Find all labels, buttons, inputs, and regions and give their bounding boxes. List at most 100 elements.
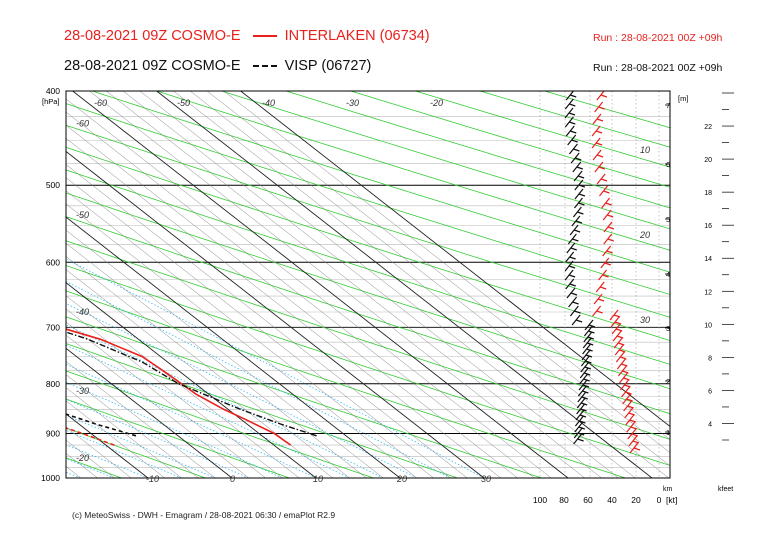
- isotherm: [223, 91, 670, 440]
- row1-header: 28-08-2021 09Z COSMO-E INTERLAKEN (06734…: [64, 28, 430, 44]
- pressure-unit-label: [hPa]: [42, 97, 60, 106]
- isotherm: [66, 164, 468, 478]
- interlaken-wind-barb: [598, 269, 609, 281]
- top-temp-label: -50: [177, 98, 190, 108]
- isotherm: [66, 190, 434, 478]
- pressure-tick-label: 800: [46, 379, 60, 389]
- row2-header: 28-08-2021 09Z COSMO-E VISP (06727): [64, 58, 371, 74]
- interlaken-wind-barb: [622, 393, 633, 405]
- isotherm: [66, 413, 149, 478]
- top-temp-label: -40: [262, 98, 275, 108]
- interlaken-wind-barb: [615, 351, 627, 363]
- isotherm: [66, 439, 115, 478]
- interlaken-temperature-line: [66, 328, 292, 446]
- isotherm: [66, 216, 401, 478]
- dry-adiabat: [479, 91, 670, 148]
- row2-title: 28-08-2021 09Z COSMO-E: [64, 58, 241, 74]
- top-temp-label: -20: [430, 98, 443, 108]
- visp-wind-barb: [565, 251, 576, 263]
- interlaken-wind-barb: [599, 185, 610, 197]
- interlaken-wind-barb: [602, 209, 614, 221]
- plot-frame: [65, 90, 671, 479]
- isotherm: [66, 243, 367, 478]
- kfeet-tick-label: 10: [704, 322, 712, 329]
- visp-wind-barb: [565, 91, 577, 101]
- visp-wind-barb: [573, 197, 585, 209]
- isotherm: [66, 124, 518, 478]
- isotherm: [139, 91, 636, 478]
- interlaken-wind-barb: [618, 372, 630, 384]
- kfeet-tick-label: 6: [708, 388, 712, 395]
- isotherm: [66, 138, 501, 478]
- bottom-temp-label: 30: [481, 474, 491, 484]
- interlaken-wind-barb: [629, 442, 641, 454]
- wind-tick-label: 40: [607, 495, 617, 505]
- isotherm: [0, 91, 47, 478]
- dry-adiabat: [66, 124, 670, 318]
- interlaken-wind-barb: [601, 197, 612, 209]
- moist-adiabat: [0, 91, 14, 478]
- visp-wind-barb: [564, 116, 576, 128]
- kfeet-tick-label: 4: [708, 421, 712, 428]
- interlaken-wind-barb: [612, 330, 624, 342]
- isotherm: [66, 150, 485, 478]
- visp-wind-barb: [567, 134, 578, 146]
- interlaken-wind-barb: [623, 400, 634, 412]
- dry-adiabat: [66, 343, 458, 478]
- isotherm: [66, 374, 199, 478]
- wind-tick-label: 20: [631, 495, 641, 505]
- interlaken-wind-barb: [596, 91, 608, 101]
- dry-adiabat: [66, 457, 122, 478]
- moist-adiabat: [66, 381, 283, 478]
- visp-wind-barb: [574, 179, 586, 191]
- isotherm: [66, 295, 300, 478]
- kfeet-axis-label: kfeet: [718, 486, 733, 493]
- interlaken-wind-barb: [603, 233, 614, 245]
- dry-adiabat: [66, 398, 290, 478]
- wind-tick-label: 60: [583, 495, 593, 505]
- visp-wind-barb: [573, 433, 584, 445]
- copyright-footer: (c) MeteoSwiss - DWH - Emagram / 28-08-2…: [72, 510, 336, 520]
- visp-wind-barb: [569, 305, 581, 317]
- interlaken-wind-barb: [626, 421, 637, 433]
- series-layer: [66, 91, 641, 454]
- visp-wind-barb: [566, 242, 577, 254]
- interlaken-wind-barb: [624, 407, 635, 419]
- visp-wind-barb: [570, 152, 582, 164]
- interlaken-wind-barb: [620, 379, 631, 391]
- interlaken-legend-line-icon: [252, 35, 277, 38]
- isotherm: [66, 229, 384, 478]
- interlaken-wind-barb: [616, 358, 628, 370]
- interlaken-wind-barb: [611, 323, 623, 335]
- isotherm: [66, 269, 333, 478]
- right-inner-temp-label: 10: [640, 145, 650, 155]
- dry-adiabat: [66, 316, 542, 478]
- interlaken-wind-barb: [613, 337, 625, 349]
- dry-adiabat: [92, 91, 670, 273]
- isotherm: [106, 91, 602, 478]
- dry-adiabat: [66, 265, 670, 466]
- interlaken-wind-barb: [617, 365, 629, 377]
- interlaken-wind-barb: [592, 149, 604, 161]
- row2-station: VISP (06727): [284, 58, 372, 74]
- dry-adiabat: [66, 370, 374, 478]
- km-tick-label: 6: [666, 160, 670, 169]
- visp-wind-barb: [565, 278, 576, 290]
- isotherm: [66, 98, 552, 478]
- isotherm: [72, 91, 569, 478]
- row2-run: Run : 28-08-2021 00Z +09h: [593, 62, 723, 74]
- left-temp-label: -20: [76, 453, 89, 463]
- interlaken-wind-barb: [592, 305, 603, 317]
- interlaken-wind-barb: [595, 281, 607, 293]
- kfeet-tick-label: 8: [708, 355, 712, 362]
- visp-wind-barb: [564, 98, 576, 110]
- pressure-tick-label: 500: [46, 180, 60, 190]
- row1-run: Run : 28-08-2021 00Z +09h: [593, 32, 723, 44]
- moist-adiabat: [66, 429, 182, 478]
- km-axis-label: km: [663, 486, 673, 493]
- isotherm: [66, 203, 417, 478]
- dry-adiabat: [350, 91, 670, 188]
- isotherm: [66, 334, 249, 478]
- right-inner-temp-label: 20: [639, 230, 650, 240]
- left-temp-label: -50: [76, 210, 89, 220]
